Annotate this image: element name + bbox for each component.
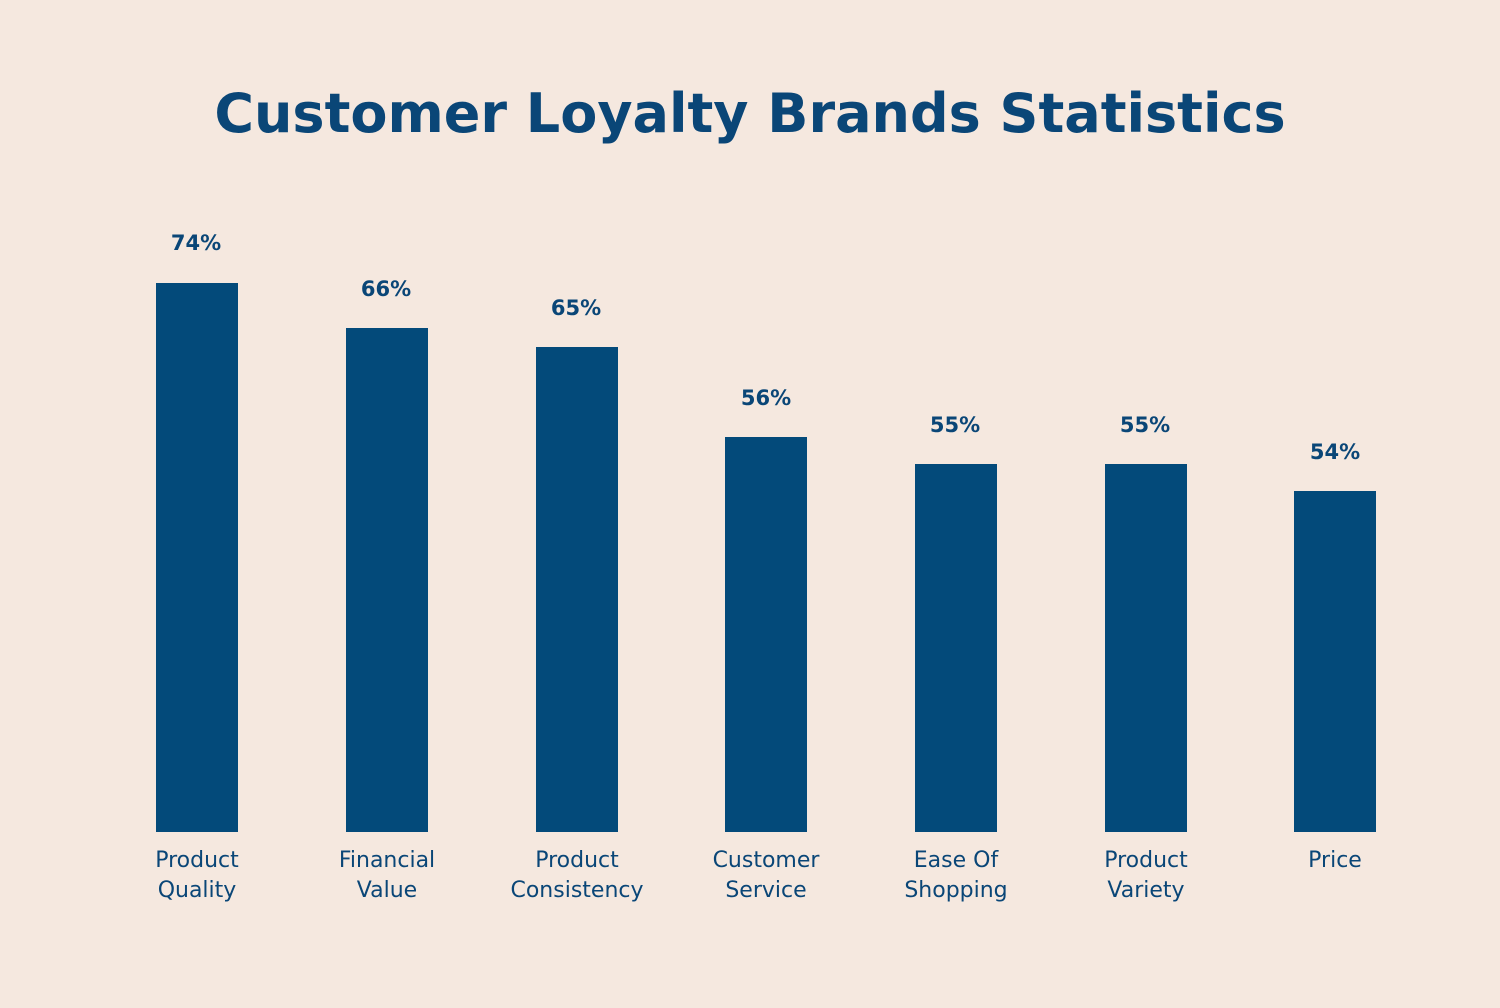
category-label: Product Quality [155,848,239,903]
chart-title: Customer Loyalty Brands Statistics [214,82,1286,145]
value-label: 56% [740,386,792,410]
category-label: Customer Service [712,848,820,903]
value-label: 66% [360,277,412,301]
value-label: 65% [550,296,602,320]
value-label: 55% [929,413,981,437]
bar-price [1294,491,1376,832]
bar-financial-value [346,328,428,832]
category-label: Product Consistency [510,848,644,903]
bar-ease-of-shopping [915,464,997,832]
value-label: 74% [170,231,222,255]
category-label: Product Variety [1104,848,1188,903]
bar-product-consistency [536,347,618,832]
category-label: Price [1308,848,1362,873]
bar-product-variety [1105,464,1187,832]
value-label: 55% [1119,413,1171,437]
bar-customer-service [725,437,807,832]
category-label: Ease Of Shopping [904,848,1008,903]
category-label: Financial Value [338,848,436,903]
value-label: 54% [1309,440,1361,464]
bar-product-quality [156,283,238,832]
